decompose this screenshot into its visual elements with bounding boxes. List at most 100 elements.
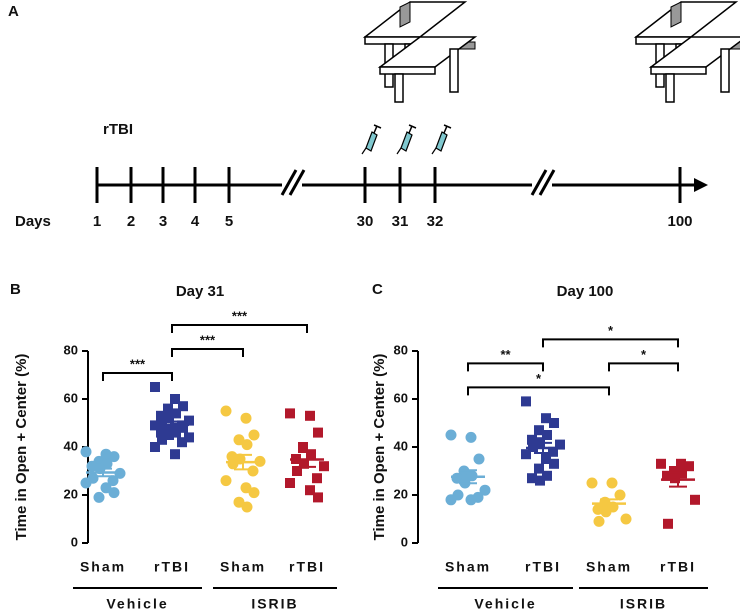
data-point — [157, 418, 167, 428]
data-point — [684, 461, 694, 472]
data-point — [451, 472, 463, 484]
data-point — [298, 442, 308, 452]
data-point — [184, 432, 194, 443]
significance-label: *** — [130, 356, 146, 371]
significance-bracket — [171, 348, 244, 357]
data-point — [285, 408, 295, 419]
data-point — [521, 449, 531, 460]
data-point — [227, 458, 239, 470]
data-point — [285, 478, 295, 488]
group-label: ISRIB — [620, 596, 667, 612]
data-point — [178, 401, 188, 412]
y-tick-label: 40 — [394, 438, 408, 453]
data-point — [177, 437, 187, 448]
data-point — [170, 449, 180, 460]
data-point — [164, 430, 174, 440]
data-point — [473, 453, 485, 465]
significance-bracket — [467, 386, 610, 396]
significance-bracket — [608, 362, 679, 372]
data-point — [233, 496, 245, 508]
category-label: rTBI — [289, 559, 325, 575]
significance-bracket — [171, 324, 308, 333]
category-label: Sham — [220, 559, 266, 575]
data-point — [100, 482, 112, 494]
significance-bracket — [467, 362, 544, 372]
data-point — [299, 458, 309, 469]
data-point — [527, 473, 537, 484]
y-tick-label: 20 — [64, 486, 78, 501]
day-label: 2 — [127, 213, 135, 230]
data-point — [465, 431, 477, 443]
data-point — [541, 413, 551, 424]
data-point — [240, 412, 252, 424]
significance-label: *** — [200, 332, 216, 347]
data-point — [80, 477, 92, 489]
day-label: 32 — [427, 213, 444, 230]
data-point — [93, 491, 105, 503]
data-point — [241, 501, 253, 513]
timeline: A rTBI Days — [8, 3, 708, 230]
data-point — [445, 494, 457, 506]
data-point — [656, 458, 666, 469]
y-tick-label: 0 — [401, 534, 408, 549]
data-point — [233, 434, 245, 446]
data-point — [157, 434, 167, 445]
data-point — [150, 382, 160, 392]
data-point — [670, 473, 680, 484]
y-tick-label: 20 — [394, 486, 408, 501]
data-point — [690, 494, 700, 505]
chart-title: Day 100 — [557, 283, 614, 300]
data-point — [306, 449, 316, 460]
data-point — [593, 515, 605, 527]
data-point — [292, 466, 302, 476]
category-label: rTBI — [154, 559, 190, 575]
data-point — [662, 470, 672, 481]
data-point — [184, 415, 194, 426]
data-point — [163, 403, 173, 414]
day-label: 4 — [191, 213, 200, 230]
day-label: 1 — [93, 213, 101, 230]
category-label: Sham — [80, 559, 126, 575]
data-point — [247, 465, 259, 477]
data-point — [614, 489, 626, 501]
y-tick-label: 80 — [394, 342, 408, 357]
data-point — [313, 427, 323, 438]
panel-label: B — [10, 281, 21, 298]
significance-label: * — [536, 371, 542, 386]
data-point — [527, 434, 537, 445]
category-label: rTBI — [660, 559, 696, 575]
data-point — [220, 405, 232, 417]
group-label: Vehicle — [474, 596, 536, 612]
data-point — [669, 466, 679, 476]
day-label: 31 — [392, 213, 409, 230]
data-point — [248, 487, 260, 499]
significance-label: ** — [500, 347, 511, 362]
data-point — [248, 429, 260, 441]
data-point — [549, 458, 559, 469]
panel-label: A — [8, 3, 19, 20]
group-label: Vehicle — [106, 596, 168, 612]
group-label: ISRIB — [251, 596, 298, 612]
category-label: Sham — [445, 559, 491, 575]
data-point — [606, 477, 618, 489]
category-label: rTBI — [525, 559, 561, 575]
data-point — [479, 484, 491, 496]
y-tick-label: 40 — [64, 438, 78, 453]
data-point — [171, 408, 181, 419]
y-tick-label: 0 — [71, 534, 78, 549]
data-point — [170, 394, 180, 404]
data-point — [555, 439, 565, 450]
data-point — [80, 446, 92, 458]
data-point — [676, 458, 686, 469]
data-point — [535, 475, 545, 486]
significance-label: *** — [232, 308, 248, 323]
data-point — [663, 518, 673, 529]
data-point — [305, 485, 315, 496]
data-point — [108, 487, 120, 499]
data-point — [178, 422, 188, 433]
data-point — [171, 427, 181, 438]
data-point — [241, 439, 253, 451]
significance-label: * — [608, 323, 614, 338]
data-point — [312, 473, 322, 484]
